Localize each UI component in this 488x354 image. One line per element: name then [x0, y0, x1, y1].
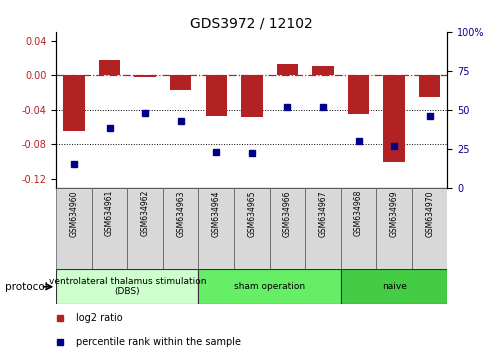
Title: GDS3972 / 12102: GDS3972 / 12102	[190, 17, 313, 31]
Bar	[56, 188, 92, 269]
Bar	[383, 75, 404, 162]
Bar	[305, 188, 340, 269]
Bar	[56, 269, 198, 304]
Text: GSM634967: GSM634967	[318, 190, 327, 236]
Text: log2 ratio: log2 ratio	[76, 313, 122, 323]
Text: percentile rank within the sample: percentile rank within the sample	[76, 337, 240, 347]
Bar	[269, 188, 305, 269]
Bar	[234, 188, 269, 269]
Bar	[63, 75, 84, 131]
Text: ventrolateral thalamus stimulation
(DBS): ventrolateral thalamus stimulation (DBS)	[48, 277, 205, 296]
Text: GSM634966: GSM634966	[283, 190, 291, 236]
Text: GSM634965: GSM634965	[247, 190, 256, 236]
Bar	[418, 75, 439, 97]
Text: GSM634969: GSM634969	[389, 190, 398, 236]
Bar	[376, 188, 411, 269]
Text: GSM634963: GSM634963	[176, 190, 185, 236]
Bar	[163, 188, 198, 269]
Text: protocol: protocol	[5, 282, 47, 292]
Bar	[92, 188, 127, 269]
Bar	[127, 188, 163, 269]
Text: naive: naive	[381, 282, 406, 291]
Bar	[340, 269, 447, 304]
Text: GSM634960: GSM634960	[69, 190, 79, 236]
Text: GSM634970: GSM634970	[424, 190, 433, 236]
Bar	[241, 75, 262, 117]
Bar	[347, 75, 368, 114]
Text: GSM634968: GSM634968	[353, 190, 362, 236]
Bar	[134, 75, 156, 77]
Bar	[276, 64, 298, 75]
Text: sham operation: sham operation	[234, 282, 305, 291]
Bar	[340, 188, 376, 269]
Bar	[411, 188, 447, 269]
Bar	[312, 67, 333, 75]
Bar	[170, 75, 191, 90]
Bar	[99, 59, 120, 75]
Text: GSM634964: GSM634964	[211, 190, 220, 236]
Bar	[198, 188, 234, 269]
Text: GSM634962: GSM634962	[141, 190, 149, 236]
Bar	[205, 75, 226, 116]
Bar	[198, 269, 340, 304]
Text: GSM634961: GSM634961	[105, 190, 114, 236]
